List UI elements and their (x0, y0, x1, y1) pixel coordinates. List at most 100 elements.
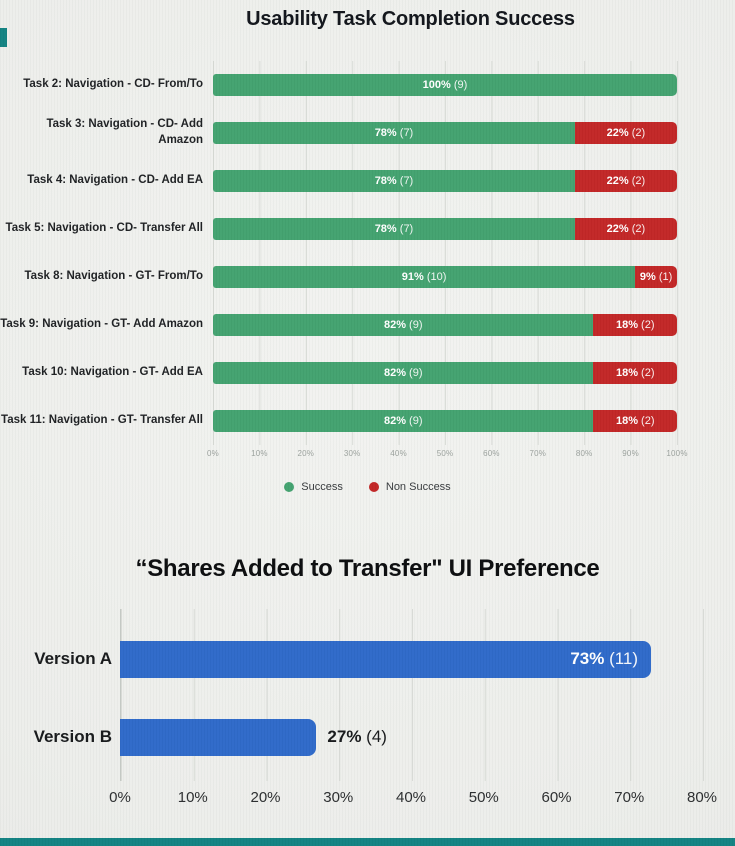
task-row: Task 5: Navigation - CD- Transfer All 78%… (0, 205, 735, 253)
success-value-label: 91% (10) (401, 271, 447, 283)
x-axis-tick: 100% (666, 449, 688, 458)
success-bar-segment: 100% (9) (213, 74, 677, 96)
success-bar-segment: 78% (7) (213, 218, 575, 240)
category-label: Version B (33, 727, 112, 746)
task-row: Task 9: Navigation - GT- Add Amazon 82% (… (0, 301, 735, 349)
bar-track: 78% (7) 22% (2) (213, 122, 677, 144)
x-axis-tick: 40% (390, 449, 407, 458)
preference-bar: 73% (11) (120, 640, 652, 678)
x-axis-tick: 80% (575, 449, 593, 458)
x-axis-tick: 60% (483, 449, 500, 458)
non-success-bar-segment: 9% (1) (635, 266, 677, 288)
success-bar-segment: 82% (9) (213, 362, 594, 384)
chart1-legend: Success Non Success (0, 481, 735, 493)
success-value-label: 82% (9) (383, 415, 423, 427)
non-success-bar-segment: 18% (2) (593, 410, 677, 432)
legend-item-success: Success (284, 481, 343, 493)
chart1-plot-area: Task 2: Navigation - CD- From/To 100% (9)… (0, 61, 735, 463)
category-label: Version A (34, 649, 112, 668)
x-axis-tick: 50% (468, 789, 499, 806)
bar-value-label: 27% (4) (327, 727, 387, 746)
task-row: Task 4: Navigation - CD- Add EA 78% (7) 22… (0, 157, 735, 205)
x-axis-tick: 0% (109, 789, 131, 806)
success-bar-segment: 78% (7) (213, 170, 575, 192)
chart1-title: Usability Task Completion Success (246, 8, 575, 30)
non-success-bar-segment: 22% (2) (574, 122, 677, 144)
success-bar-segment: 91% (10) (213, 266, 636, 288)
success-bar-segment: 82% (9) (213, 410, 594, 432)
screen-edge-accent-bottom (0, 838, 735, 846)
task-row: Task 11: Navigation - GT- Transfer All 82… (0, 397, 735, 445)
ui-preference-chart: “Shares Added to Transfer" UI Preference… (0, 555, 735, 809)
bar-track: 82% (9) 18% (2) (213, 314, 677, 336)
legend-label: Non Success (385, 481, 451, 493)
success-legend-dot-icon (284, 482, 295, 492)
version-row: Version A 73% (11) (0, 620, 735, 698)
chart2-plot-area: Version A 73% (11) Version B 27% (4) (0, 609, 735, 781)
x-axis-tick: 60% (541, 789, 572, 806)
non-success-bar-segment: 18% (2) (593, 314, 677, 336)
non-success-value-label: 18% (2) (615, 367, 655, 379)
non-success-bar-segment: 22% (2) (574, 170, 677, 192)
chart2-title: “Shares Added to Transfer" UI Preference (135, 555, 600, 582)
x-axis-tick: 20% (250, 789, 281, 806)
chart1-rows: Task 2: Navigation - CD- From/To 100% (9)… (0, 61, 735, 445)
x-axis-tick: 10% (251, 449, 268, 458)
success-bar-segment: 82% (9) (213, 314, 594, 336)
task-row: Task 10: Navigation - GT- Add EA 82% (9) 1… (0, 349, 735, 397)
bar-track: 100% (9) (213, 74, 677, 96)
task-row: Task 8: Navigation - GT- From/To 91% (10)… (0, 253, 735, 301)
bar-track: 82% (9) 18% (2) (213, 410, 677, 432)
x-axis-tick: 20% (297, 449, 315, 458)
legend-item-non-success: Non Success (368, 481, 451, 493)
x-axis-tick: 10% (177, 789, 208, 806)
bar-track: 78% (7) 22% (2) (213, 218, 677, 240)
category-label: Task 2: Navigation - CD- From/To (23, 78, 203, 91)
success-value-label: 78% (7) (374, 223, 414, 235)
x-axis-tick: 0% (207, 449, 219, 458)
x-axis-tick: 30% (323, 789, 354, 806)
category-label: Task 9: Navigation - GT- Add Amazon (0, 318, 203, 331)
screen-edge-accent-left (0, 28, 7, 47)
x-axis-tick: 90% (622, 449, 639, 458)
bar-value-label: 73% (11) (570, 649, 639, 668)
success-value-label: 78% (7) (374, 175, 414, 187)
non-success-value-label: 22% (2) (606, 175, 646, 187)
success-bar-segment: 78% (7) (213, 122, 575, 144)
x-axis-tick: 30% (343, 449, 361, 458)
bar-track: 91% (10) 9% (1) (213, 266, 677, 288)
bar-track: 27% (4) (120, 718, 702, 756)
x-axis-tick: 70% (529, 449, 547, 458)
preference-bar (120, 718, 317, 756)
chart1-x-axis: 0% 10% 20% 30% 40% 50% 60% 70% 80% 90% 100% (207, 449, 687, 463)
chart2-x-axis: 0% 10% 20% 30% 40% 50% 60% 70% 80% (109, 789, 717, 809)
category-label: Task 5: Navigation - CD- Transfer All (5, 222, 203, 235)
version-row: Version B 27% (4) (0, 698, 735, 776)
non-success-value-label: 18% (2) (615, 319, 655, 331)
x-axis-tick: 40% (395, 789, 427, 806)
non-success-value-label: 22% (2) (606, 223, 646, 235)
success-value-label: 100% (9) (422, 79, 468, 91)
success-value-label: 82% (9) (383, 319, 423, 331)
bar-track: 78% (7) 22% (2) (213, 170, 677, 192)
non-success-legend-dot-icon (368, 482, 379, 492)
x-axis-tick: 50% (436, 449, 454, 458)
category-label: Task 8: Navigation - GT- From/To (24, 270, 203, 283)
category-label: Task 10: Navigation - GT- Add EA (22, 366, 203, 379)
legend-label: Success (301, 481, 343, 493)
task-row: Task 3: Navigation - CD- Add Amazon 78% (… (0, 109, 735, 157)
chart2-rows: Version A 73% (11) Version B 27% (4) (0, 609, 735, 776)
task-completion-chart: Usability Task Completion Success Task 2… (0, 8, 735, 493)
non-success-value-label: 18% (2) (615, 415, 655, 427)
x-axis-tick: 70% (614, 789, 645, 806)
task-row: Task 2: Navigation - CD- From/To 100% (9) (0, 61, 735, 109)
category-label: Task 4: Navigation - CD- Add EA (27, 174, 203, 187)
non-success-bar-segment: 22% (2) (574, 218, 677, 240)
x-axis-tick: 80% (686, 789, 718, 806)
non-success-value-label: 22% (2) (606, 127, 646, 139)
success-value-label: 78% (7) (374, 127, 414, 139)
bar-track: 82% (9) 18% (2) (213, 362, 677, 384)
bar-track: 73% (11) (120, 640, 702, 678)
success-value-label: 82% (9) (383, 367, 423, 379)
